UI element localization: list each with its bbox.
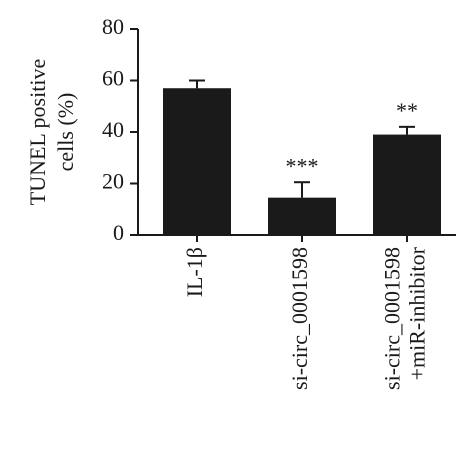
y-axis-label: TUNEL positive: [25, 59, 50, 205]
significance-label: ***: [286, 153, 319, 178]
x-tick-label: si-circ_0001598: [380, 247, 405, 390]
y-tick-label: 80: [102, 14, 124, 39]
y-tick-label: 40: [102, 117, 124, 142]
y-tick-label: 60: [102, 66, 124, 91]
x-tick-label: +miR-inhibitor: [405, 246, 430, 380]
x-tick-label: IL-1β: [182, 247, 207, 297]
x-tick-label: si-circ_0001598: [287, 247, 312, 390]
bar: [373, 134, 441, 235]
y-tick-label: 0: [113, 220, 124, 245]
y-axis-label: cells (%): [53, 93, 78, 172]
bar: [163, 88, 231, 235]
bar: [268, 197, 336, 235]
significance-label: **: [396, 98, 418, 123]
y-tick-label: 20: [102, 169, 124, 194]
